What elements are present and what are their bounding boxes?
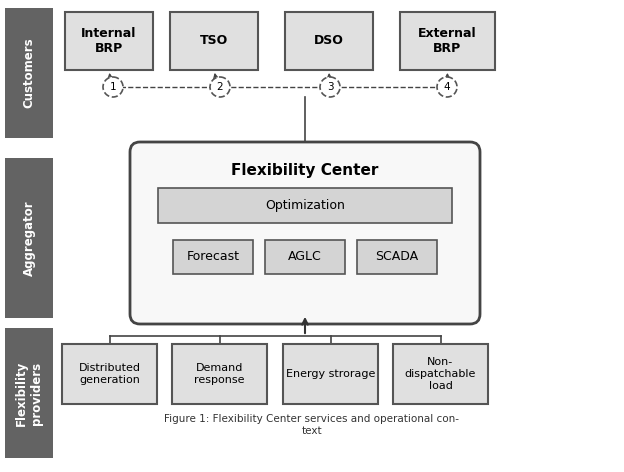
Circle shape (103, 77, 123, 97)
Text: Distributed
generation: Distributed generation (79, 363, 140, 385)
Text: Optimization: Optimization (265, 199, 345, 212)
Bar (65, 12, 153, 70)
Text: Flexibility
providers: Flexibility providers (15, 361, 43, 426)
Bar (283, 344, 378, 404)
Bar (393, 344, 488, 404)
Text: 3: 3 (327, 82, 333, 92)
Text: 1: 1 (110, 82, 116, 92)
Text: TSO: TSO (200, 34, 228, 48)
Text: 2: 2 (217, 82, 223, 92)
Bar (357, 240, 437, 274)
Text: Customers: Customers (22, 38, 36, 108)
Circle shape (210, 77, 230, 97)
Text: Energy strorage: Energy strorage (286, 369, 375, 379)
Bar (158, 188, 452, 223)
Circle shape (320, 77, 340, 97)
Bar (5, 328, 53, 458)
Bar (400, 12, 495, 70)
Bar (265, 240, 345, 274)
Bar (5, 158, 53, 318)
Text: AGLC: AGLC (288, 251, 322, 263)
Text: Forecast: Forecast (187, 251, 240, 263)
Bar (285, 12, 373, 70)
Text: Figure 1: Flexibility Center services and operational con-
text: Figure 1: Flexibility Center services an… (165, 414, 459, 436)
Bar (172, 344, 267, 404)
Text: External
BRP: External BRP (418, 27, 477, 55)
Bar (5, 8, 53, 138)
Bar (173, 240, 253, 274)
Text: 4: 4 (444, 82, 451, 92)
Text: DSO: DSO (314, 34, 344, 48)
Text: Internal
BRP: Internal BRP (81, 27, 137, 55)
Bar (170, 12, 258, 70)
Circle shape (437, 77, 457, 97)
Bar (62, 344, 157, 404)
Text: Non-
dispatchable
load: Non- dispatchable load (405, 357, 476, 391)
Text: Demand
response: Demand response (194, 363, 245, 385)
FancyBboxPatch shape (130, 142, 480, 324)
Text: Aggregator: Aggregator (22, 200, 36, 276)
Text: SCADA: SCADA (376, 251, 419, 263)
Text: Flexibility Center: Flexibility Center (232, 162, 379, 177)
